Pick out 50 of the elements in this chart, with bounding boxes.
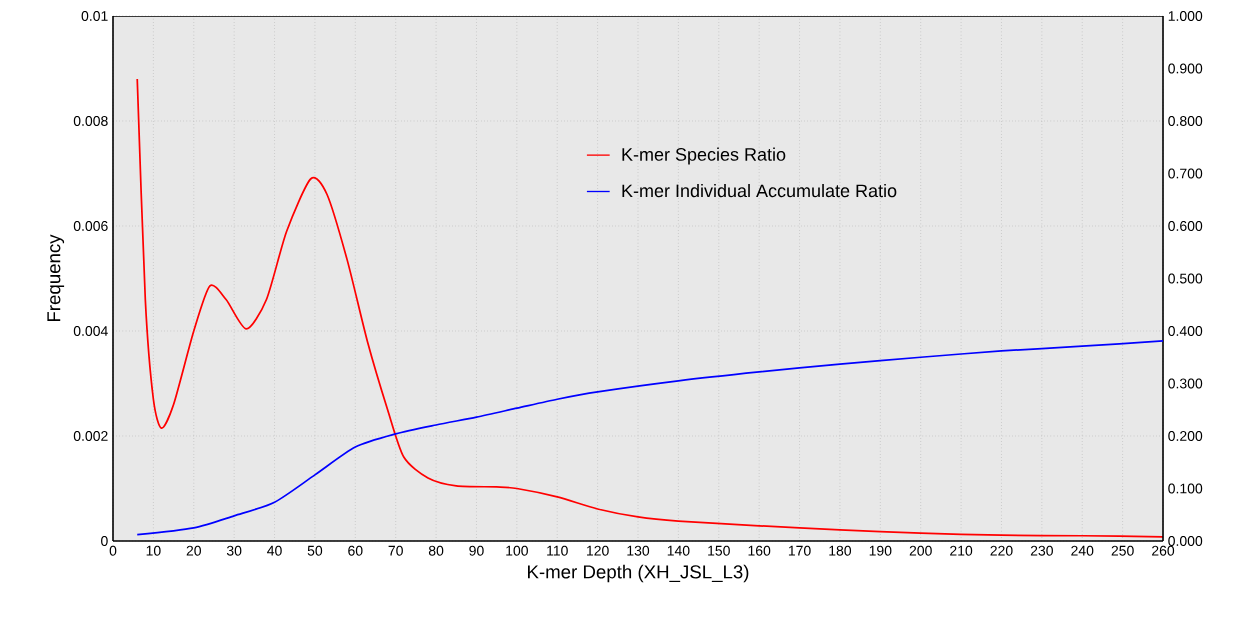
x-tick-label: 250 — [1111, 545, 1134, 556]
y2-tick-label: 0.000 — [1168, 536, 1203, 546]
y-tick-label: 0.008 — [73, 116, 108, 126]
y-tick-label: 0.002 — [73, 431, 108, 441]
y2-tick-label: 0.200 — [1168, 431, 1203, 441]
y2-tick-label: 0.500 — [1168, 273, 1203, 284]
x-tick-label: 70 — [388, 545, 403, 556]
x-tick-label: 60 — [348, 545, 363, 556]
x-tick-label: 180 — [829, 545, 852, 556]
y2-tick-label: 0.900 — [1168, 63, 1203, 74]
y2-tick-label: 0.800 — [1168, 116, 1203, 126]
x-tick-label: 140 — [667, 545, 690, 556]
y2-tick-label: 0.700 — [1168, 168, 1203, 179]
y2-tick-label: 0.400 — [1168, 326, 1203, 336]
y-axis-title: Frequency — [47, 234, 65, 322]
x-tick-label: 120 — [587, 545, 609, 556]
legend-label: K-mer Individual Accumulate Ratio — [622, 183, 897, 198]
x-tick-label: 210 — [950, 545, 973, 556]
legend-label: K-mer Species Ratio — [622, 147, 786, 165]
x-tick-label: 20 — [186, 545, 201, 556]
x-tick-label: 160 — [748, 545, 771, 556]
y-tick-label: 0 — [101, 536, 108, 546]
y2-tick-label: 1.000 — [1168, 11, 1203, 21]
x-tick-label: 0 — [109, 545, 117, 556]
x-tick-label: 30 — [226, 545, 242, 556]
x-tick-label: 150 — [708, 545, 730, 556]
x-tick-label: 170 — [788, 545, 811, 556]
x-tick-label: 10 — [146, 545, 161, 556]
y-tick-label: 0.006 — [73, 221, 108, 231]
line-series — [136, 340, 1164, 536]
x-tick-label: 40 — [267, 545, 282, 556]
x-tick-label: 220 — [990, 545, 1013, 556]
x-tick-label: 90 — [469, 545, 484, 556]
x-tick-label: 80 — [428, 545, 444, 556]
x-tick-label: 130 — [627, 545, 650, 556]
x-tick-label: 190 — [869, 545, 892, 556]
y-tick-label: 0.01 — [81, 11, 108, 21]
x-tick-label: 260 — [1152, 545, 1175, 556]
x-tick-label: 50 — [307, 545, 323, 556]
y2-tick-label: 0.100 — [1168, 483, 1203, 494]
y2-tick-label: 0.600 — [1168, 221, 1203, 231]
x-tick-label: 240 — [1071, 545, 1094, 556]
line-series — [136, 78, 1164, 538]
x-tick-label: 230 — [1030, 545, 1053, 556]
y-tick-label: 0.004 — [73, 326, 108, 336]
x-tick-label: 100 — [506, 545, 528, 556]
y2-tick-label: 0.300 — [1168, 378, 1203, 389]
x-axis-title: K-mer Depth (XH_JSL_L3) — [528, 564, 749, 583]
x-tick-label: 110 — [547, 545, 568, 556]
x-tick-label: 200 — [909, 545, 932, 556]
